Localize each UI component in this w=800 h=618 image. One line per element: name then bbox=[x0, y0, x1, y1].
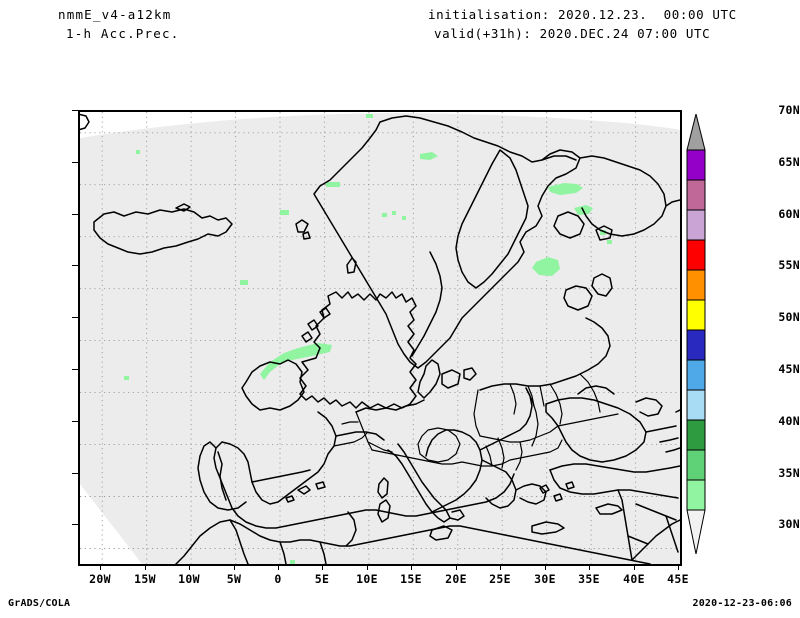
x-tick-label-15E: 15E bbox=[400, 572, 422, 586]
x-tick-mark bbox=[456, 564, 457, 570]
x-tick-mark bbox=[322, 564, 323, 570]
coastlines-layer bbox=[80, 113, 680, 564]
y-tick-mark bbox=[72, 473, 78, 474]
chart-header: nmmE_v4-a12km 1-h Acc.Prec. initialisati… bbox=[0, 0, 800, 56]
x-tick-mark bbox=[634, 564, 635, 570]
x-tick-label-25E: 25E bbox=[489, 572, 511, 586]
timestamp-label: 2020-12-23-06:06 bbox=[692, 598, 792, 609]
y-tick-mark bbox=[72, 265, 78, 266]
y-tick-label-45N: 45N bbox=[778, 362, 800, 376]
x-tick-label-5W: 5W bbox=[226, 572, 242, 586]
model-name-label: nmmE_v4-a12km bbox=[58, 7, 172, 22]
x-tick-label-15W: 15W bbox=[134, 572, 156, 586]
y-tick-label-60N: 60N bbox=[778, 207, 800, 221]
x-tick-mark bbox=[411, 564, 412, 570]
x-tick-label-30E: 30E bbox=[534, 572, 556, 586]
x-tick-label-20W: 20W bbox=[89, 572, 111, 586]
x-tick-mark bbox=[145, 564, 146, 570]
x-tick-mark bbox=[234, 564, 235, 570]
y-tick-label-65N: 65N bbox=[778, 155, 800, 169]
y-tick-mark bbox=[72, 421, 78, 422]
x-tick-label-35E: 35E bbox=[578, 572, 600, 586]
valid-time-label: valid(+31h): 2020.DEC.24 07:00 UTC bbox=[434, 26, 711, 41]
europe-precipitation-map bbox=[80, 112, 680, 564]
map-plot-area[interactable] bbox=[78, 110, 682, 566]
precipitation-colorbar[interactable]: 50 35 30 25 20 15 10 7 5 3 2 1 0.2 bbox=[686, 114, 706, 554]
x-tick-mark bbox=[367, 564, 368, 570]
producer-label: GrADS/COLA bbox=[8, 598, 71, 609]
initialisation-label: initialisation: 2020.12.23. 00:00 UTC bbox=[428, 7, 737, 22]
y-tick-mark bbox=[72, 369, 78, 370]
x-tick-mark bbox=[189, 564, 190, 570]
x-tick-mark bbox=[100, 564, 101, 570]
x-tick-mark bbox=[278, 564, 279, 570]
y-tick-mark bbox=[72, 524, 78, 525]
y-tick-mark bbox=[72, 317, 78, 318]
x-tick-mark bbox=[545, 564, 546, 570]
y-tick-label-55N: 55N bbox=[778, 258, 800, 272]
precipitation-field bbox=[124, 114, 612, 564]
y-tick-label-35N: 35N bbox=[778, 466, 800, 480]
x-tick-label-45E: 45E bbox=[667, 572, 689, 586]
x-tick-mark bbox=[589, 564, 590, 570]
y-tick-label-70N: 70N bbox=[778, 103, 800, 117]
y-tick-label-50N: 50N bbox=[778, 310, 800, 324]
y-tick-label-30N: 30N bbox=[778, 517, 800, 531]
x-tick-label-0: 0 bbox=[274, 572, 282, 586]
x-tick-label-10W: 10W bbox=[178, 572, 200, 586]
field-name-label: 1-h Acc.Prec. bbox=[66, 26, 180, 41]
x-tick-label-10E: 10E bbox=[356, 572, 378, 586]
x-tick-label-5E: 5E bbox=[314, 572, 330, 586]
y-tick-mark bbox=[72, 214, 78, 215]
x-tick-label-40E: 40E bbox=[623, 572, 645, 586]
colorbar-swatches bbox=[686, 114, 706, 554]
y-tick-mark bbox=[72, 162, 78, 163]
x-tick-mark bbox=[500, 564, 501, 570]
x-tick-mark bbox=[678, 564, 679, 570]
y-tick-mark bbox=[72, 110, 78, 111]
x-tick-label-20E: 20E bbox=[445, 572, 467, 586]
y-tick-label-40N: 40N bbox=[778, 414, 800, 428]
